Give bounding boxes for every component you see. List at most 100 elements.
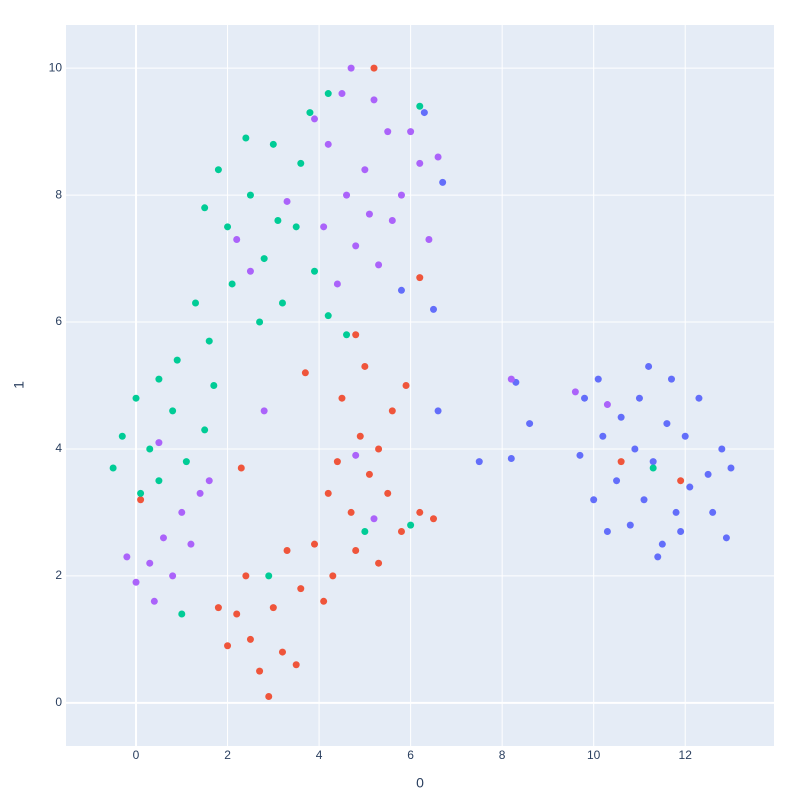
plot-area — [66, 25, 774, 746]
point — [677, 477, 685, 485]
point — [178, 508, 186, 516]
point — [384, 128, 392, 136]
point — [155, 477, 163, 485]
point — [416, 274, 424, 282]
point — [603, 401, 611, 409]
point — [613, 477, 621, 485]
point — [324, 489, 332, 497]
point — [352, 451, 360, 459]
point — [507, 375, 515, 383]
point — [361, 166, 369, 174]
y-tick-label: 10 — [49, 60, 63, 74]
point — [704, 470, 712, 478]
point — [338, 90, 346, 98]
point — [640, 496, 648, 504]
point — [169, 572, 177, 580]
point — [709, 508, 717, 516]
x-tick-label: 10 — [587, 748, 601, 762]
point — [343, 331, 351, 339]
point — [201, 204, 209, 212]
point — [324, 312, 332, 320]
point — [361, 527, 369, 535]
x-tick-label: 0 — [133, 748, 140, 762]
point — [347, 508, 355, 516]
x-tick-label: 12 — [679, 748, 693, 762]
point — [278, 299, 286, 307]
point — [292, 223, 300, 231]
point — [407, 128, 415, 136]
point — [645, 362, 653, 370]
point — [384, 489, 392, 497]
point — [311, 540, 319, 548]
point — [246, 267, 254, 275]
point — [352, 242, 360, 250]
point — [201, 426, 209, 434]
point — [407, 521, 415, 529]
point — [333, 458, 341, 466]
point — [214, 166, 222, 174]
point — [123, 553, 131, 561]
point — [397, 286, 405, 294]
point — [343, 191, 351, 199]
point — [192, 299, 200, 307]
point — [269, 604, 277, 612]
point — [416, 159, 424, 167]
point — [265, 692, 273, 700]
point — [155, 375, 163, 383]
y-tick-label: 6 — [55, 314, 62, 328]
point — [416, 102, 424, 110]
point — [301, 369, 309, 377]
point — [260, 255, 268, 263]
point — [269, 140, 277, 148]
point — [695, 394, 703, 402]
point — [439, 178, 447, 186]
point — [667, 375, 675, 383]
point — [571, 388, 579, 396]
point — [196, 489, 204, 497]
point — [397, 191, 405, 199]
point — [356, 432, 364, 440]
point — [246, 191, 254, 199]
point — [187, 540, 195, 548]
point — [306, 109, 314, 117]
x-tick-label: 2 — [224, 748, 231, 762]
point — [246, 635, 254, 643]
y-tick-label: 4 — [55, 441, 62, 455]
point — [150, 597, 158, 605]
point — [132, 394, 140, 402]
point — [686, 483, 694, 491]
point — [118, 432, 126, 440]
x-tick-label: 6 — [407, 748, 414, 762]
point — [722, 534, 730, 542]
point — [603, 527, 611, 535]
point — [297, 585, 305, 593]
point — [434, 153, 442, 161]
point — [576, 451, 584, 459]
point — [132, 578, 140, 586]
point — [320, 597, 328, 605]
point — [242, 572, 250, 580]
point — [146, 559, 154, 567]
point — [388, 407, 396, 415]
point — [672, 508, 680, 516]
point — [224, 223, 232, 231]
point — [365, 470, 373, 478]
point — [214, 604, 222, 612]
point — [347, 64, 355, 72]
point — [617, 413, 625, 421]
point — [370, 515, 378, 523]
point — [663, 420, 671, 428]
point — [169, 407, 177, 415]
point — [370, 96, 378, 104]
point — [338, 394, 346, 402]
point — [626, 521, 634, 529]
point — [173, 356, 181, 364]
point — [205, 337, 213, 345]
point — [159, 534, 167, 542]
point — [658, 540, 666, 548]
point — [182, 458, 190, 466]
point — [681, 432, 689, 440]
point — [420, 109, 428, 117]
point — [256, 318, 264, 326]
point — [581, 394, 589, 402]
